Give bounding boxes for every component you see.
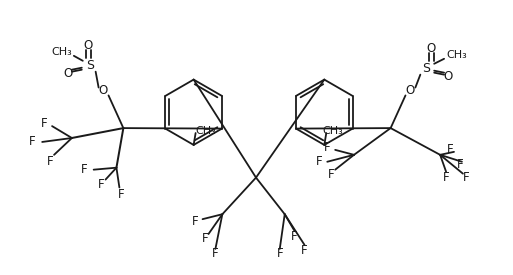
- Text: F: F: [98, 178, 105, 191]
- Text: F: F: [316, 155, 323, 168]
- Text: F: F: [301, 244, 308, 257]
- Text: CH₃: CH₃: [51, 47, 72, 57]
- Text: F: F: [41, 117, 48, 130]
- Text: S: S: [86, 59, 94, 72]
- Text: F: F: [47, 155, 53, 168]
- Text: F: F: [29, 136, 35, 148]
- Text: O: O: [427, 42, 436, 55]
- Text: F: F: [447, 143, 453, 156]
- Text: CH₃: CH₃: [446, 50, 467, 60]
- Text: O: O: [83, 39, 92, 53]
- Text: CH₃: CH₃: [195, 126, 216, 136]
- Text: O: O: [98, 84, 107, 97]
- Text: S: S: [422, 62, 430, 75]
- Text: F: F: [81, 163, 87, 176]
- Text: CH₃: CH₃: [322, 126, 343, 136]
- Text: F: F: [291, 230, 298, 243]
- Text: F: F: [328, 168, 334, 181]
- Text: O: O: [406, 84, 415, 97]
- Text: F: F: [192, 215, 199, 228]
- Text: F: F: [443, 171, 449, 184]
- Text: F: F: [202, 232, 209, 246]
- Text: F: F: [212, 247, 219, 260]
- Text: O: O: [443, 70, 452, 83]
- Text: F: F: [463, 171, 469, 184]
- Text: O: O: [63, 67, 72, 80]
- Text: F: F: [324, 141, 330, 154]
- Text: F: F: [457, 158, 463, 171]
- Text: F: F: [118, 188, 125, 201]
- Text: F: F: [277, 247, 283, 260]
